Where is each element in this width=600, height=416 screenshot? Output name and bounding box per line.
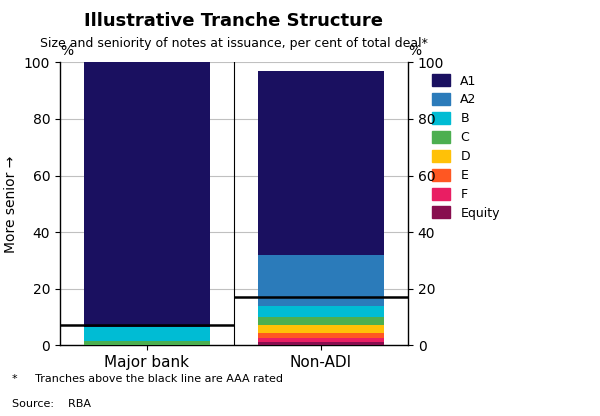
Bar [85, 62, 209, 327]
Bar [259, 332, 383, 338]
Bar [85, 327, 209, 341]
Bar [259, 325, 383, 332]
Bar [85, 341, 209, 345]
Bar [259, 306, 383, 317]
Text: Size and seniority of notes at issuance, per cent of total deal*: Size and seniority of notes at issuance,… [40, 37, 428, 50]
Bar [259, 342, 383, 345]
Bar [259, 338, 383, 342]
Bar [259, 317, 383, 325]
Text: %: % [408, 44, 421, 58]
Text: Illustrative Tranche Structure: Illustrative Tranche Structure [85, 12, 383, 30]
Legend: A1, A2, B, C, D, E, F, Equity: A1, A2, B, C, D, E, F, Equity [431, 74, 500, 220]
Text: Source:    RBA: Source: RBA [12, 399, 91, 409]
Bar [259, 255, 383, 306]
Bar [259, 71, 383, 255]
Text: *     Tranches above the black line are AAA rated: * Tranches above the black line are AAA … [12, 374, 283, 384]
Text: %: % [60, 44, 73, 58]
Y-axis label: More senior →: More senior → [4, 155, 19, 253]
